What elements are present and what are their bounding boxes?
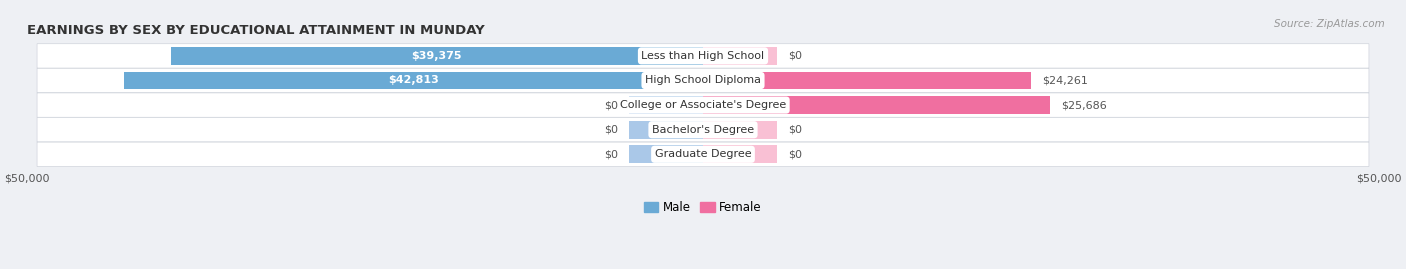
Text: $0: $0	[789, 125, 803, 135]
Text: $25,686: $25,686	[1062, 100, 1107, 110]
Text: Graduate Degree: Graduate Degree	[655, 149, 751, 159]
Text: EARNINGS BY SEX BY EDUCATIONAL ATTAINMENT IN MUNDAY: EARNINGS BY SEX BY EDUCATIONAL ATTAINMEN…	[27, 24, 485, 37]
Bar	[124, 72, 703, 89]
Bar	[703, 47, 778, 65]
FancyBboxPatch shape	[37, 93, 1369, 117]
Bar	[703, 146, 778, 163]
Bar	[628, 96, 703, 114]
FancyBboxPatch shape	[37, 68, 1369, 93]
Bar	[170, 47, 703, 65]
Text: High School Diploma: High School Diploma	[645, 76, 761, 86]
Legend: Male, Female: Male, Female	[640, 197, 766, 219]
Text: Less than High School: Less than High School	[641, 51, 765, 61]
FancyBboxPatch shape	[37, 44, 1369, 68]
FancyBboxPatch shape	[37, 142, 1369, 167]
Text: $0: $0	[789, 149, 803, 159]
Text: $24,261: $24,261	[1042, 76, 1088, 86]
Bar	[628, 146, 703, 163]
FancyBboxPatch shape	[37, 118, 1369, 142]
Text: $0: $0	[603, 149, 617, 159]
Text: $0: $0	[789, 51, 803, 61]
Bar	[703, 121, 778, 139]
Text: College or Associate's Degree: College or Associate's Degree	[620, 100, 786, 110]
Text: $0: $0	[603, 125, 617, 135]
Text: $0: $0	[603, 100, 617, 110]
Bar	[703, 96, 1050, 114]
Text: Source: ZipAtlas.com: Source: ZipAtlas.com	[1274, 19, 1385, 29]
Bar	[703, 72, 1031, 89]
Bar	[628, 121, 703, 139]
Text: Bachelor's Degree: Bachelor's Degree	[652, 125, 754, 135]
Text: $42,813: $42,813	[388, 76, 439, 86]
Text: $39,375: $39,375	[412, 51, 463, 61]
